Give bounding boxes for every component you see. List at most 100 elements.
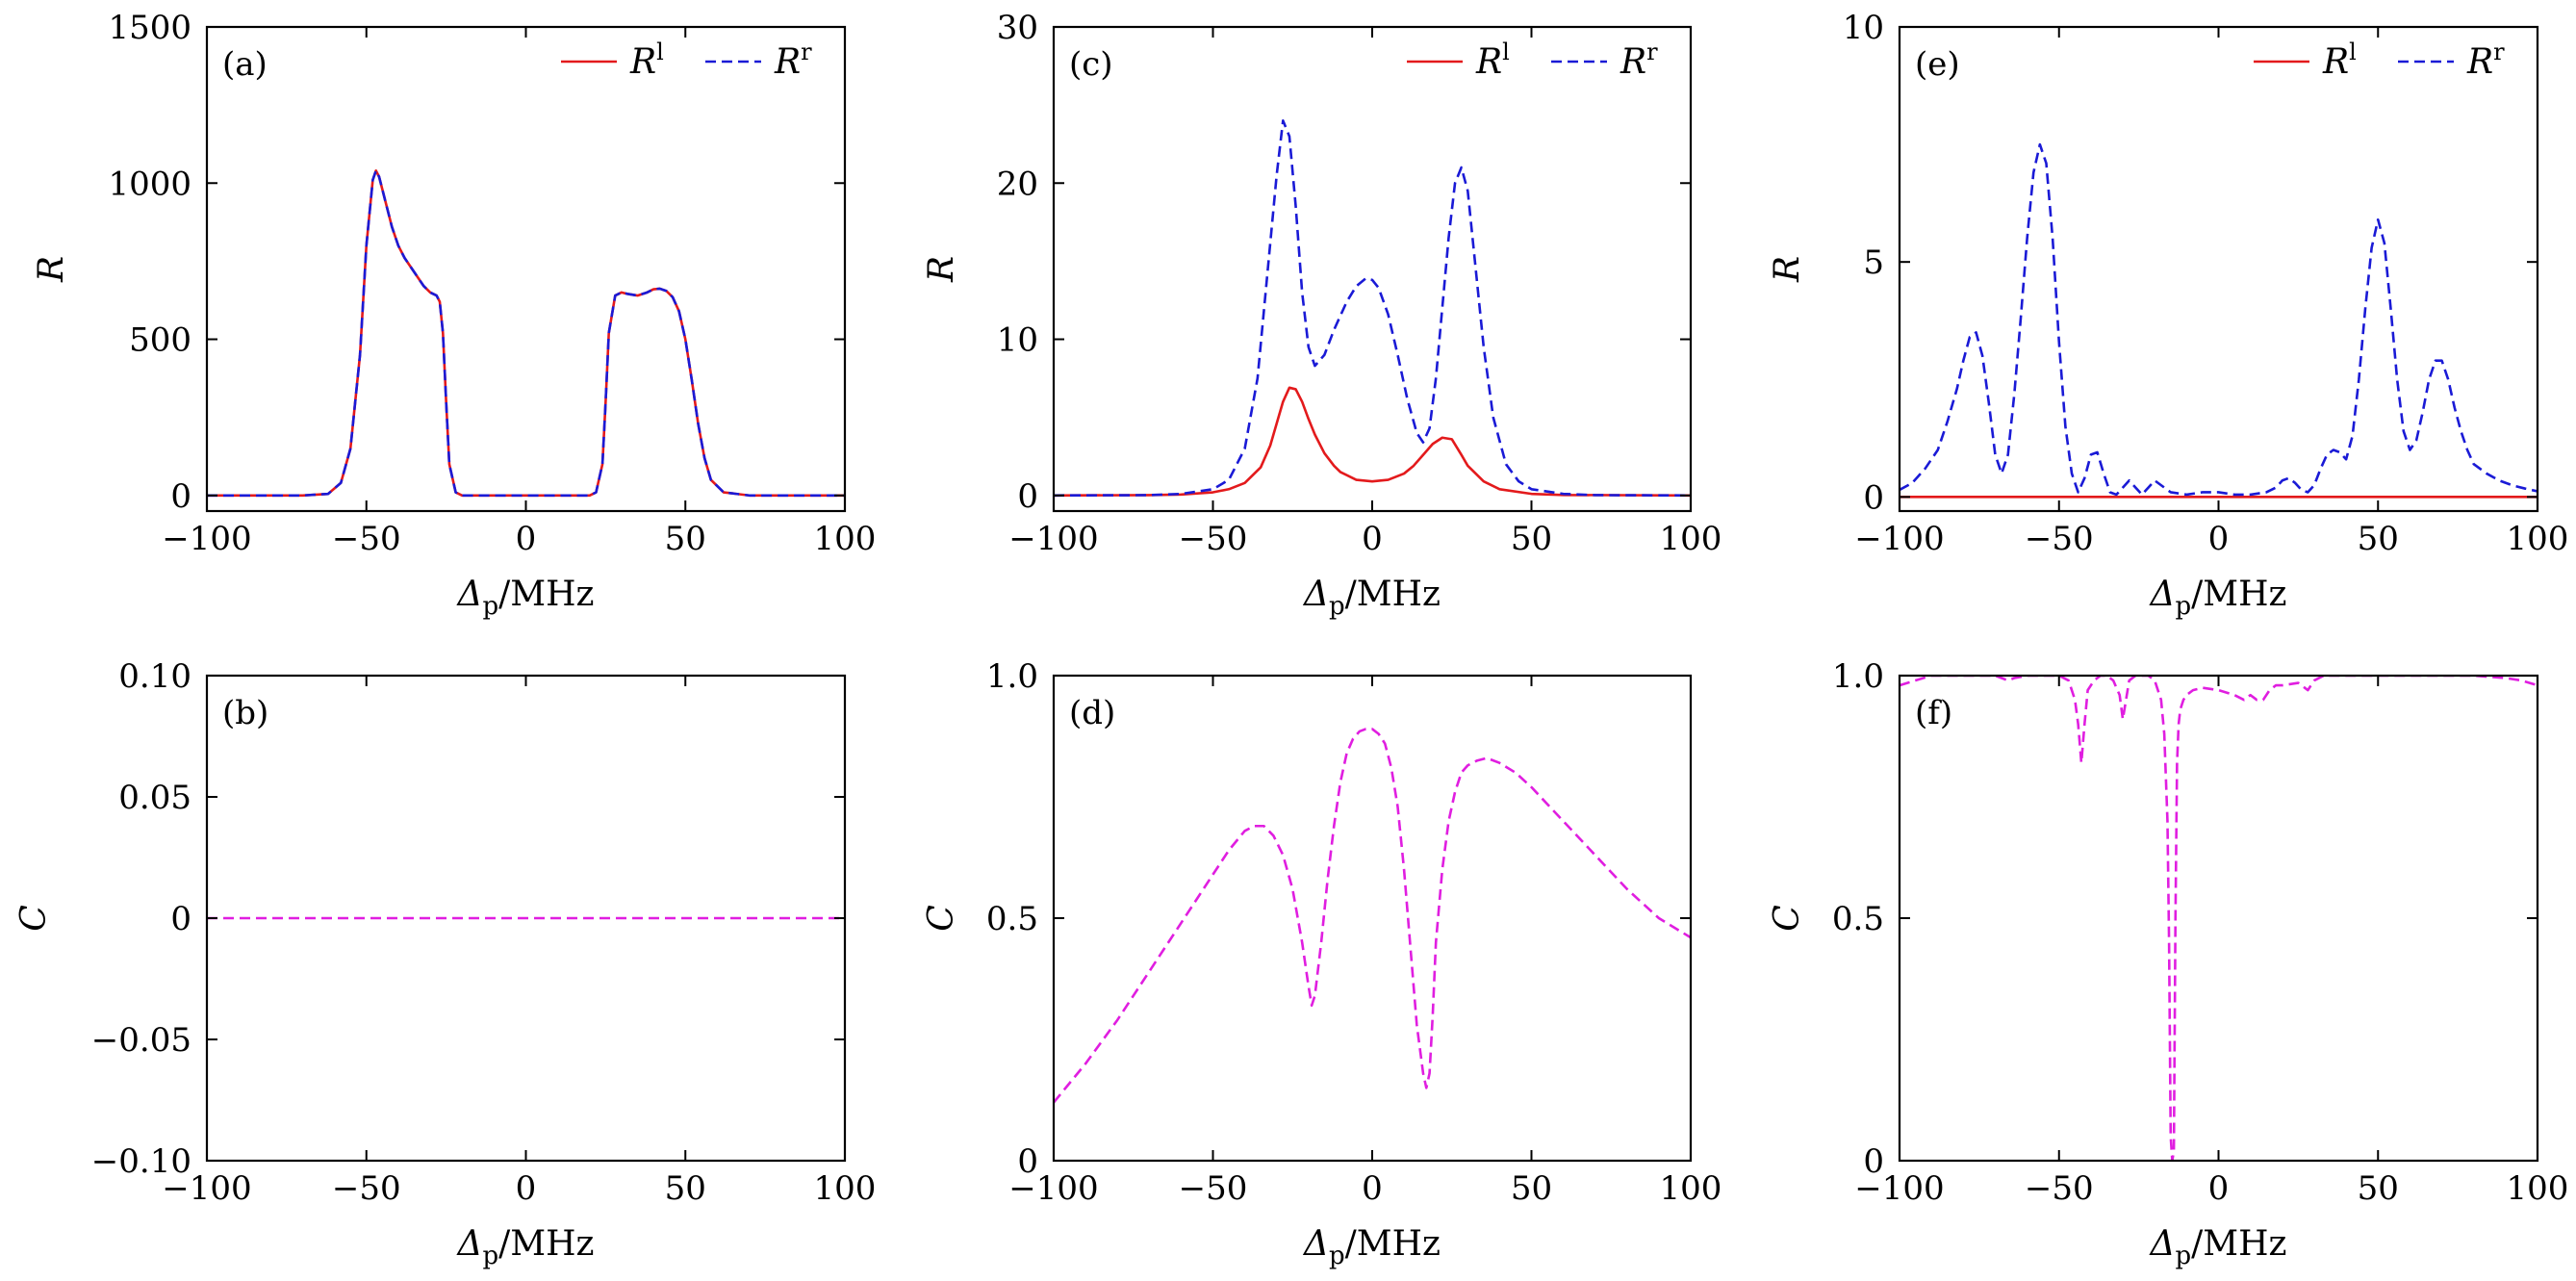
x-tick-label: −50 (2025, 520, 2094, 558)
x-tick-label: 100 (1660, 1169, 1722, 1208)
chart-panel-5: −100 −50 0 50 100 0 0.5 1.0 Δp/MHz C (f) (1768, 657, 2568, 1270)
x-tick-label: 100 (2507, 1169, 2569, 1208)
y-axis-label: C (1768, 905, 1807, 932)
x-tick-label: 50 (2358, 520, 2399, 558)
axes-frame (205, 25, 847, 513)
x-tick-label: 50 (2358, 1169, 2399, 1208)
y-tick-label: 0.5 (986, 900, 1038, 938)
y-tick-label: 10 (1843, 9, 1884, 47)
y-tick-label: 0.05 (118, 779, 191, 817)
panel-label: (e) (1915, 45, 1960, 84)
panel-label: (c) (1069, 45, 1113, 84)
legend: Rl Rr (1407, 38, 1658, 82)
legend: Rl Rr (2254, 38, 2505, 82)
series-line-blue (1900, 142, 2538, 497)
x-tick-label: −50 (1179, 1169, 1248, 1208)
x-tick-label: 0 (516, 520, 537, 558)
x-tick-label: 0 (2208, 520, 2230, 558)
y-tick-label: 0.10 (118, 657, 191, 696)
x-tick-label: 100 (814, 1169, 877, 1208)
y-tick-label: 1000 (108, 165, 191, 203)
y-axis-label: R (1768, 256, 1807, 283)
legend-label: Rr (2466, 38, 2505, 82)
x-tick-label: 100 (814, 520, 877, 558)
chart-panel-3: −100 −50 0 50 100 −0.10 −0.05 0 0.05 0.10 Δp/MHz C (… (14, 657, 876, 1270)
panel-label: (d) (1069, 694, 1115, 732)
axes-frame (1898, 25, 2539, 513)
axes-frame (1898, 674, 2539, 1163)
legend-label: Rr (1620, 38, 1658, 82)
x-tick-label: 100 (2507, 520, 2569, 558)
y-tick-label: 500 (129, 321, 191, 360)
plot-area (1900, 676, 2538, 1161)
y-tick-label: 0 (1017, 477, 1038, 516)
panel-label: (a) (222, 45, 268, 84)
x-tick-label: 0 (516, 1169, 537, 1208)
panel-label: (f) (1915, 694, 1952, 732)
x-tick-label: −50 (1179, 520, 1248, 558)
chart-panel-1: −100 −50 0 50 100 0 10 20 30 Δp/MHz R (c) Rl Rr (922, 9, 1722, 621)
y-tick-label: −0.10 (91, 1142, 191, 1181)
legend-label: Rl (1475, 38, 1510, 82)
x-tick-label: −100 (1854, 1169, 1944, 1208)
y-axis-label: R (32, 256, 71, 283)
chart-panel-2: −100 −50 0 50 100 0 5 10 Δp/MHz R (e) Rl Rr (1768, 9, 2568, 621)
x-axis-label: Δp/MHz (455, 575, 594, 621)
y-axis-label: R (922, 256, 961, 283)
y-tick-label: 0 (170, 900, 191, 938)
y-tick-label: 20 (997, 165, 1038, 203)
y-tick-label: 0.5 (1832, 900, 1884, 938)
x-tick-label: 100 (1660, 520, 1722, 558)
y-axis-label: C (14, 905, 54, 932)
x-tick-label: 50 (665, 520, 706, 558)
x-tick-label: −100 (162, 520, 251, 558)
x-tick-label: 0 (2208, 1169, 2230, 1208)
x-tick-label: −50 (332, 520, 401, 558)
x-tick-label: −100 (162, 1169, 251, 1208)
x-tick-label: 0 (1362, 1169, 1383, 1208)
series-line-blue (207, 168, 845, 498)
plot-area (1054, 728, 1691, 1104)
x-tick-label: 0 (1362, 520, 1383, 558)
x-tick-label: −100 (1854, 520, 1944, 558)
y-tick-label: 30 (997, 9, 1038, 47)
legend-label: Rl (2322, 38, 2357, 82)
series-line-red (1054, 386, 1691, 498)
plot-area (207, 168, 845, 498)
panel-label: (b) (222, 694, 268, 732)
y-tick-label: 5 (1863, 243, 1884, 282)
series-line-magenta (1054, 728, 1691, 1104)
x-tick-label: −100 (1008, 520, 1098, 558)
x-tick-label: 50 (1511, 1169, 1552, 1208)
series-line-red (207, 168, 845, 498)
chart-panel-4: −100 −50 0 50 100 0 0.5 1.0 Δp/MHz C (d) (922, 657, 1722, 1270)
y-tick-label: 0 (1017, 1142, 1038, 1181)
x-axis-label: Δp/MHz (1302, 1224, 1441, 1270)
legend-label: Rr (774, 38, 812, 82)
series-line-magenta (1900, 676, 2538, 1161)
axes-frame (1052, 25, 1693, 513)
y-axis-label: C (922, 905, 961, 932)
legend: Rl Rr (561, 38, 812, 82)
x-axis-label: Δp/MHz (2148, 575, 2286, 621)
x-tick-label: −50 (2025, 1169, 2094, 1208)
x-axis-label: Δp/MHz (455, 1224, 594, 1270)
y-tick-label: 0 (1863, 1142, 1884, 1181)
y-tick-label: 0 (170, 477, 191, 516)
y-tick-label: 0 (1863, 478, 1884, 517)
x-tick-label: −100 (1008, 1169, 1098, 1208)
x-tick-label: 50 (1511, 520, 1552, 558)
legend-label: Rl (629, 38, 664, 82)
y-tick-label: 1500 (108, 9, 191, 47)
plot-area (1054, 119, 1691, 498)
y-tick-label: 1.0 (986, 657, 1038, 696)
x-tick-label: 50 (665, 1169, 706, 1208)
y-tick-label: 10 (997, 321, 1038, 360)
y-tick-label: −0.05 (91, 1021, 191, 1060)
x-tick-label: −50 (332, 1169, 401, 1208)
series-line-blue (1054, 119, 1691, 498)
axes-frame (1052, 674, 1693, 1163)
y-tick-label: 1.0 (1832, 657, 1884, 696)
